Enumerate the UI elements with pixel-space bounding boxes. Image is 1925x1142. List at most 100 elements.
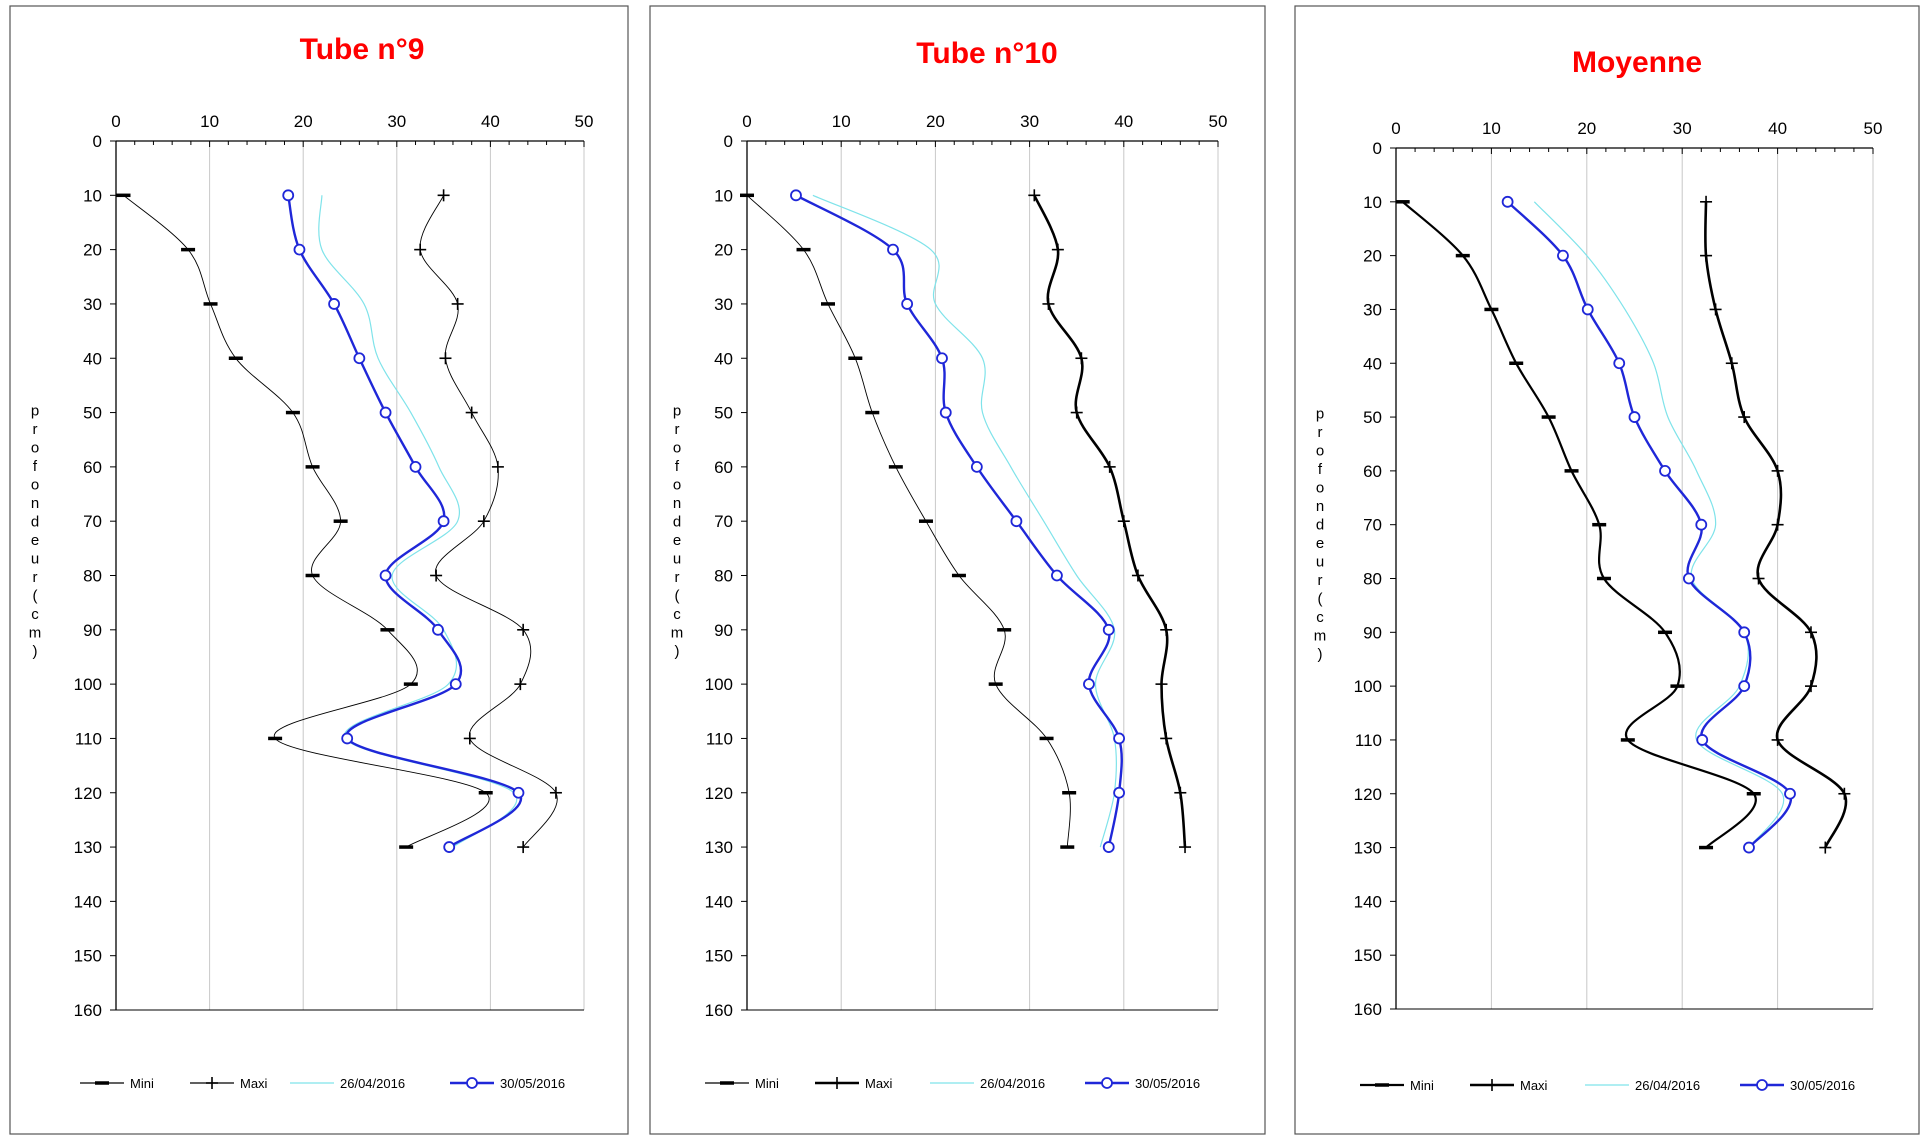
legend-item: Mini [1360,1078,1434,1093]
legend-label: 26/04/2016 [1635,1078,1700,1093]
data-point [1682,572,1695,585]
y-tick-label: 40 [714,349,733,368]
y-tick-label: 50 [83,404,102,423]
series-30-05-2016 [282,189,525,853]
y-tick-label: 90 [1363,623,1382,642]
data-point [1131,569,1144,582]
y-tick-label: 20 [83,241,102,260]
data-point [414,243,427,256]
y-tick-label: 30 [1363,300,1382,319]
data-point [341,732,354,745]
y-tick-label: 10 [714,186,733,205]
y-tick-label: 110 [1355,731,1382,750]
x-tick-label: 10 [832,112,851,131]
y-tick-label: 40 [83,349,102,368]
data-point [1804,626,1817,639]
data-point [1113,786,1125,799]
chart-title: Tube n°10 [916,37,1057,70]
data-point [409,460,422,473]
data-point [437,189,450,202]
y-tick-label: 20 [1363,247,1382,266]
data-point [1557,249,1569,262]
series-mini [116,193,493,849]
data-point [282,189,295,202]
x-tick-label: 40 [1114,112,1133,131]
legend-label: Mini [755,1076,779,1091]
data-point [432,623,444,636]
y-tick-label: 150 [705,947,733,966]
y-tick-label: 60 [83,458,102,477]
x-tick-label: 10 [200,112,219,131]
y-tick-label: 130 [705,838,733,857]
y-tick-label: 110 [75,729,102,748]
data-point [1738,680,1751,693]
data-point [790,189,802,202]
data-point [549,786,562,799]
legend-label: Mini [1410,1078,1434,1093]
data-point [1581,303,1594,316]
data-point [1771,518,1784,531]
legend-item: 30/05/2016 [1085,1076,1200,1091]
data-point [1700,195,1713,208]
data-point [1103,460,1116,473]
y-tick-label: 150 [1354,946,1382,965]
series-30-05-2016 [790,189,1125,853]
y-tick-label: 140 [1354,892,1382,911]
x-tick-label: 20 [1577,119,1596,138]
y-tick-label: 60 [1363,462,1382,481]
y-tick-label: 160 [705,1001,733,1020]
x-tick-label: 30 [1020,112,1039,131]
legend-marker [466,1077,478,1089]
x-tick-label: 0 [1391,119,1400,138]
series-mini [1395,200,1761,850]
y-tick-label: 100 [705,675,733,694]
y-tick-label: 0 [93,132,102,151]
data-point [1838,787,1851,800]
data-point [1070,406,1083,419]
legend-item: 30/05/2016 [1740,1078,1855,1093]
y-tick-label: 120 [705,784,733,803]
series-line [123,194,490,848]
y-tick-label: 80 [714,567,733,586]
chart-frame [1294,5,1920,1135]
legend-marker [1486,1079,1498,1091]
data-point [936,352,948,365]
data-point [379,569,392,582]
y-tick-label: 130 [1354,839,1382,858]
series-30-05-2016 [1501,195,1796,854]
y-tick-label: 80 [1363,570,1382,589]
series-maxi [1700,195,1851,854]
data-point [1784,787,1796,800]
y-tick-label: 0 [724,132,733,151]
data-point [1102,623,1115,636]
data-point [437,515,450,528]
legend-label: Maxi [240,1076,268,1091]
data-point [449,678,462,691]
legend-label: 30/05/2016 [1790,1078,1855,1093]
series-line [287,195,523,849]
data-point [293,243,306,256]
data-point [1771,733,1784,746]
y-tick-label: 160 [1354,1000,1382,1019]
data-point [1160,623,1173,636]
y-tick-label: 50 [714,404,733,423]
x-tick-label: 10 [1482,119,1501,138]
y-tick-label: 50 [1363,408,1382,427]
y-axis-label: p r o f o n d e u r(c m) [671,402,684,660]
y-tick-label: 140 [705,892,733,911]
chart-tube-9: Tube n°9 0 10 20 30 40 50 0 10 20 30 40 50 60 70 80 90 1… [9,5,629,1135]
data-point [1743,841,1755,854]
y-tick-label: 60 [714,458,733,477]
chart-frame [649,5,1266,1135]
y-tick-label: 70 [1363,516,1382,535]
series-maxi [414,189,562,854]
legend-label: Maxi [1520,1078,1548,1093]
x-tick-label: 0 [742,112,751,131]
y-tick-label: 20 [714,241,733,260]
legend-item: Mini [80,1076,154,1091]
legend-item: Maxi [190,1076,268,1091]
data-point [517,623,530,636]
legend-item: Mini [705,1076,779,1091]
data-point [1155,678,1168,691]
